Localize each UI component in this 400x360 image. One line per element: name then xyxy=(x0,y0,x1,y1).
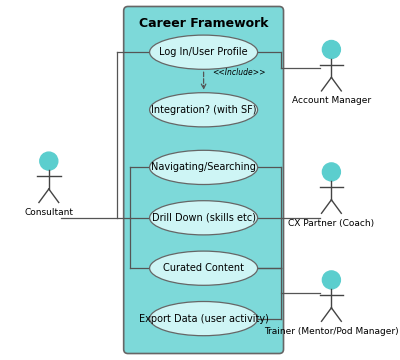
Text: CX Partner (Coach): CX Partner (Coach) xyxy=(288,219,374,228)
Circle shape xyxy=(40,152,58,170)
Ellipse shape xyxy=(150,302,258,336)
Text: Consultant: Consultant xyxy=(24,208,73,217)
Ellipse shape xyxy=(150,251,258,285)
Text: Curated Content: Curated Content xyxy=(163,263,244,273)
Text: Integration? (with SF): Integration? (with SF) xyxy=(151,105,256,115)
Text: Export Data (user activity): Export Data (user activity) xyxy=(139,314,268,324)
Ellipse shape xyxy=(150,150,258,184)
Text: Drill Down (skills etc): Drill Down (skills etc) xyxy=(152,213,256,223)
Text: <<Include>>: <<Include>> xyxy=(213,68,266,77)
Circle shape xyxy=(322,40,340,58)
Text: Log In/User Profile: Log In/User Profile xyxy=(159,47,248,57)
Text: Navigating/Searching: Navigating/Searching xyxy=(151,162,256,172)
FancyBboxPatch shape xyxy=(124,6,284,354)
Text: Career Framework: Career Framework xyxy=(139,17,268,30)
Circle shape xyxy=(322,271,340,289)
Ellipse shape xyxy=(150,35,258,69)
Ellipse shape xyxy=(150,93,258,127)
Circle shape xyxy=(322,163,340,181)
Ellipse shape xyxy=(150,201,258,235)
Text: Account Manager: Account Manager xyxy=(292,96,371,105)
Text: Trainer (Mentor/Pod Manager): Trainer (Mentor/Pod Manager) xyxy=(264,327,399,336)
